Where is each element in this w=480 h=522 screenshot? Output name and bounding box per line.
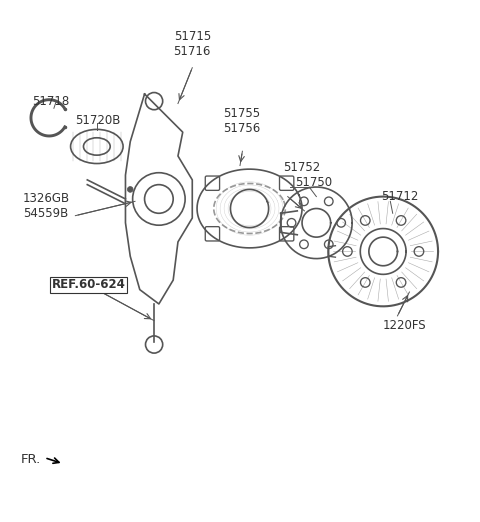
Circle shape <box>127 186 133 192</box>
Text: 1220FS: 1220FS <box>383 319 427 332</box>
Text: 51715
51716: 51715 51716 <box>174 30 211 58</box>
Text: 51720B: 51720B <box>75 114 121 127</box>
Text: 51752: 51752 <box>283 161 320 174</box>
Text: REF.60-624: REF.60-624 <box>51 278 125 291</box>
Text: 51718: 51718 <box>33 94 70 108</box>
Text: 51750: 51750 <box>295 176 332 189</box>
Text: 1326GB
54559B: 1326GB 54559B <box>23 192 70 220</box>
Text: 51755
51756: 51755 51756 <box>223 106 261 135</box>
Text: FR.: FR. <box>21 453 41 466</box>
Text: 51712: 51712 <box>381 190 418 203</box>
